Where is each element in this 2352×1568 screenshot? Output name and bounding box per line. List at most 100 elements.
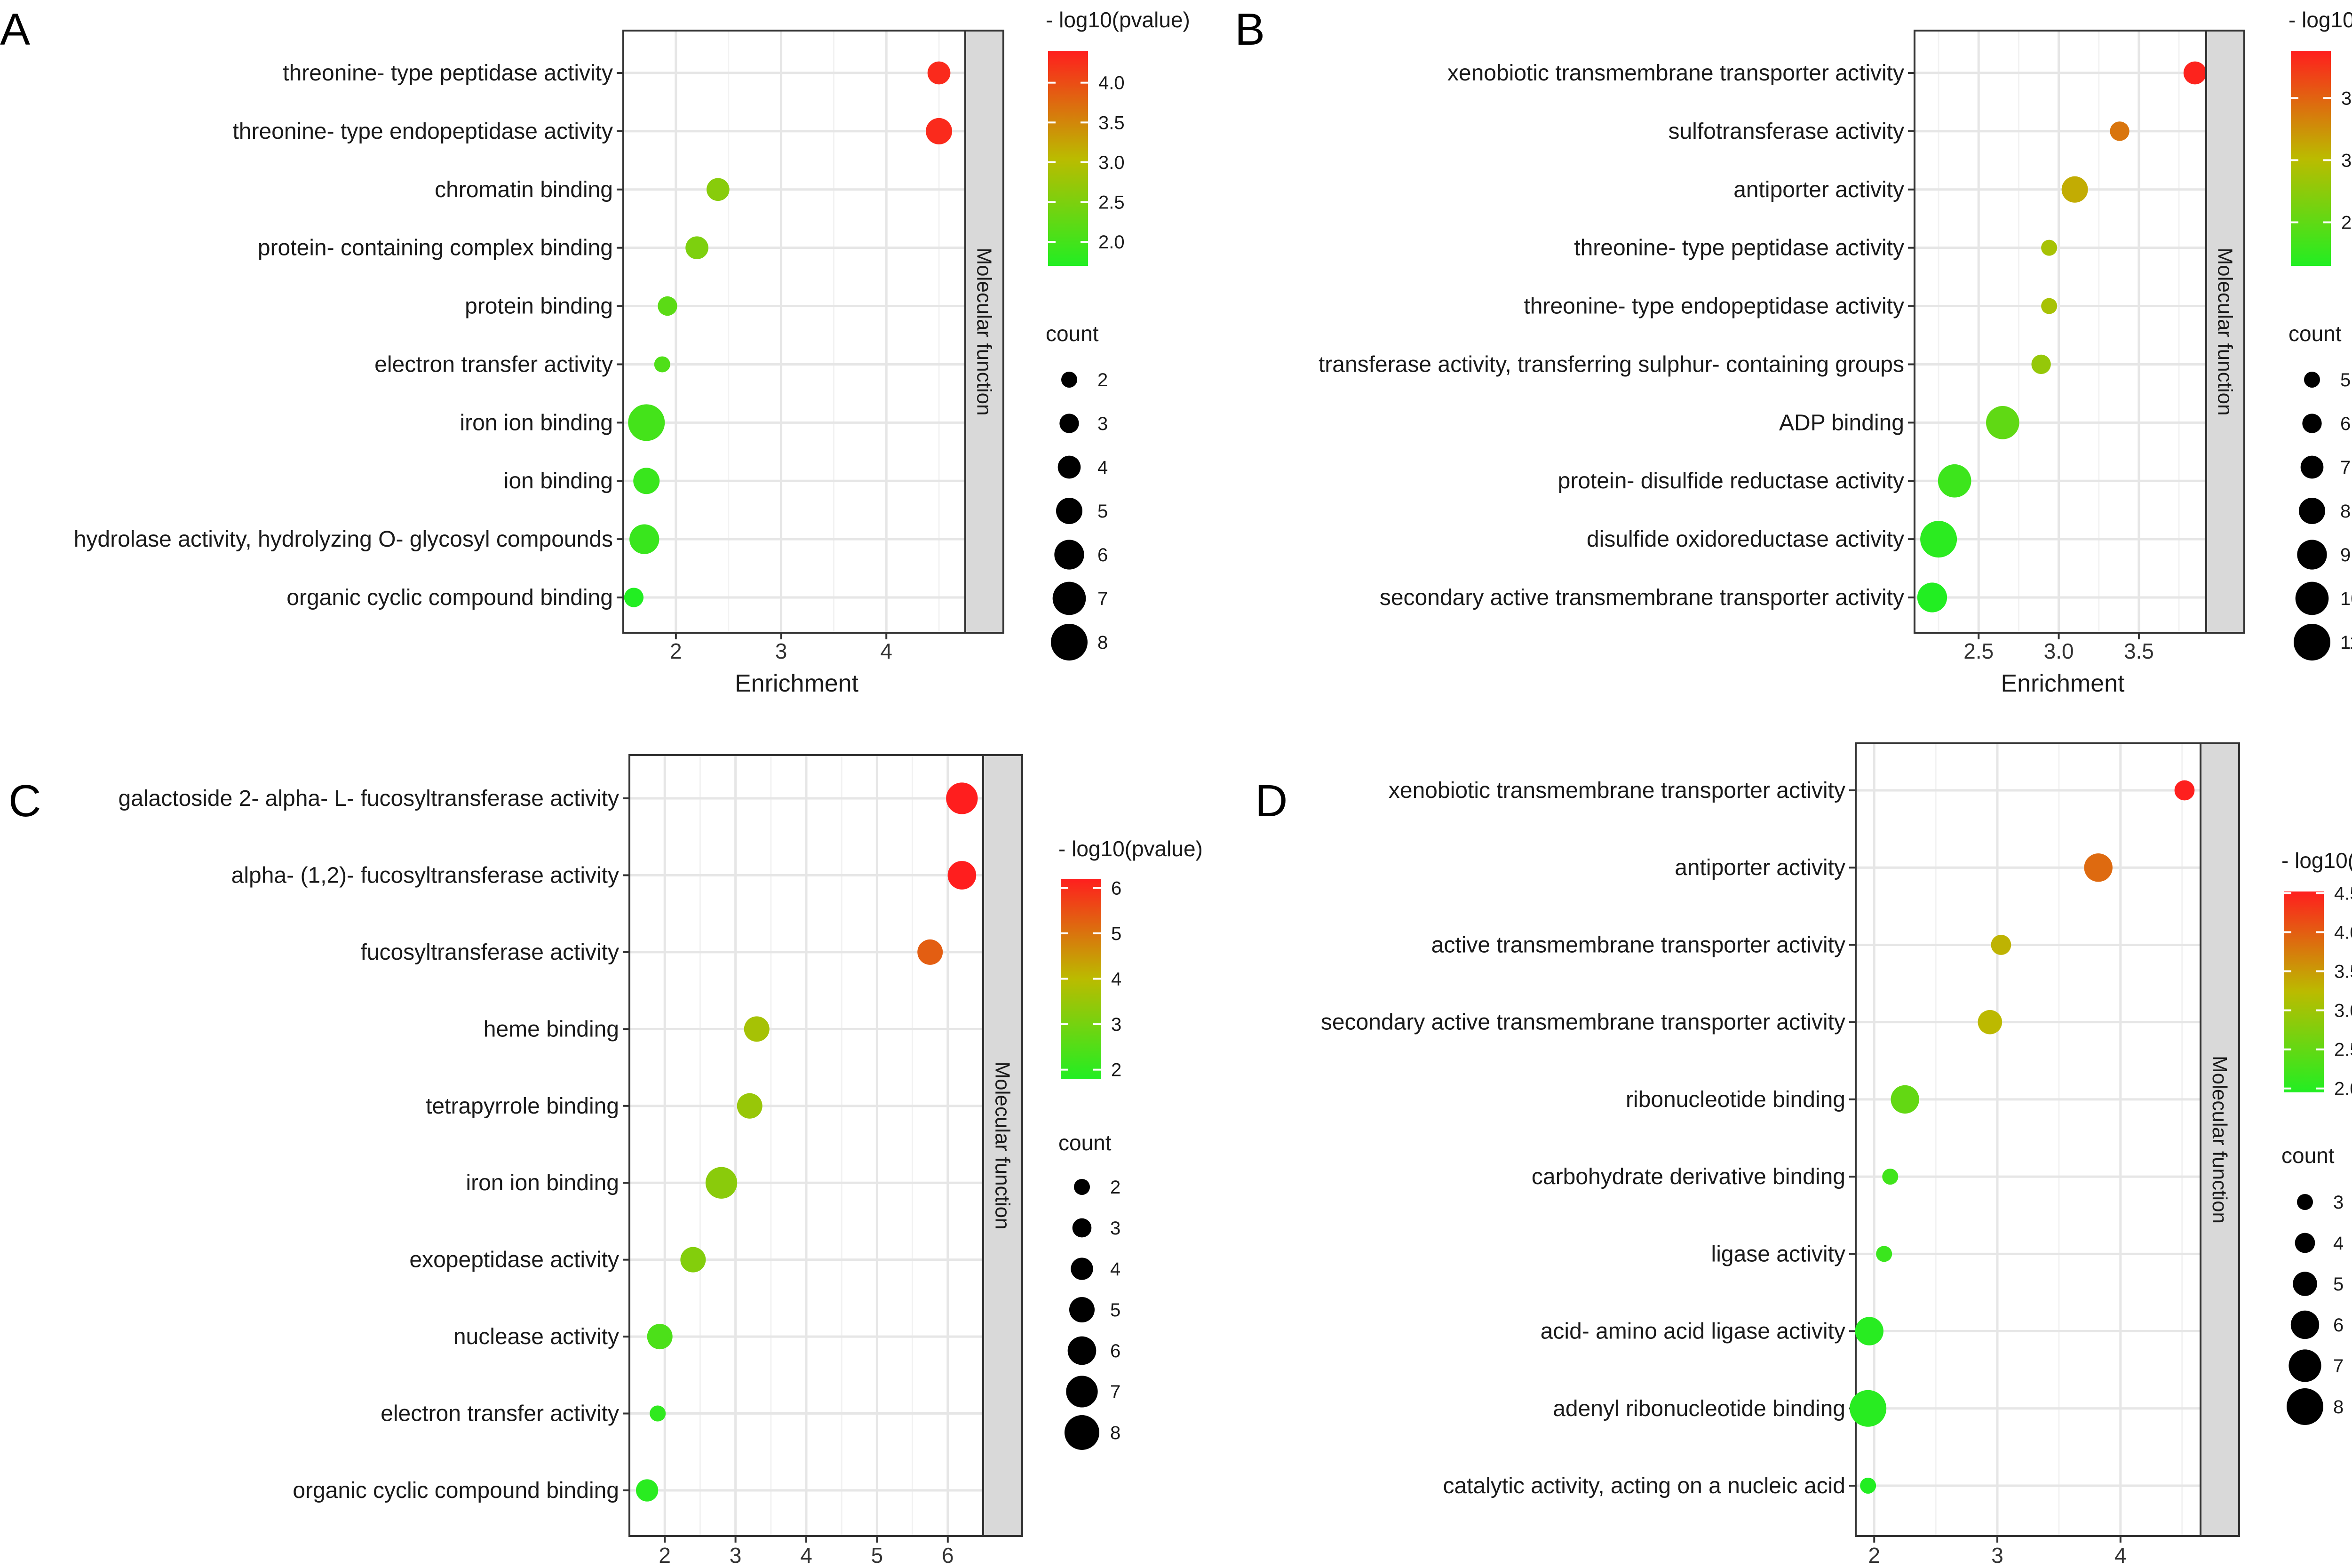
colorbar (2291, 51, 2331, 266)
y-tick-label: electron transfer activity (381, 1401, 619, 1426)
y-tick-label: threonine- type peptidase activity (1574, 236, 1904, 261)
y-axis: galactoside 2- alpha- L- fucosyltransfer… (118, 786, 629, 1503)
size-legend-label: 6 (2340, 414, 2351, 434)
size-legend-key (1061, 372, 1077, 388)
x-tick-label: 3 (1991, 1543, 2003, 1568)
facet-strip-box (2200, 742, 2240, 1537)
color-legend-title: - log10(pvalue) (1058, 836, 1203, 861)
data-point (685, 236, 708, 259)
facet-strip-box (982, 754, 1023, 1537)
facet-strip-label: Molecular function (2214, 247, 2237, 415)
y-tick-label: threonine- type endopeptidase activity (1524, 294, 1904, 319)
plot-panel (1914, 30, 2207, 634)
colorbar-tick-label: 3.5 (1098, 112, 1125, 133)
color-legend: - log10(pvalue) 2.5 3.0 3.5 (2288, 8, 2352, 266)
data-point (629, 524, 660, 554)
data-point (1860, 1478, 1876, 1494)
x-axis: 2.5 3.0 3.5 Enrichment (1963, 633, 2154, 697)
facet-strip-label: Molecular function (973, 247, 996, 415)
y-tick-label: acid- amino acid ligase activity (1541, 1319, 1845, 1344)
y-tick-label: protein- containing complex binding (258, 236, 613, 261)
size-legend-label: 6 (1097, 545, 1108, 565)
size-legend-label: 8 (2340, 501, 2351, 522)
size-legend-key (2297, 540, 2327, 570)
size-legend-label: 7 (1110, 1382, 1120, 1402)
plot-panel (622, 30, 966, 634)
data-point (2183, 61, 2207, 85)
size-legend-label: 8 (1110, 1423, 1120, 1443)
colorbar-tick-label: 3 (1111, 1014, 1121, 1035)
size-legend-label: 8 (1097, 632, 1108, 653)
colorbar-tick-label: 2.5 (1098, 192, 1125, 213)
y-tick-label: active transmembrane transporter activit… (1431, 932, 1845, 957)
y-tick-label: protein binding (465, 294, 613, 319)
y-tick-label: sulfotransferase activity (1668, 119, 1904, 144)
y-tick-label: ribonucleotide binding (1626, 1087, 1845, 1112)
size-legend-key (1072, 1218, 1092, 1238)
y-tick-label: organic cyclic compound binding (286, 585, 613, 610)
facet-strip-box (2205, 30, 2245, 634)
data-point (1850, 1390, 1887, 1427)
size-legend-label: 5 (2333, 1274, 2344, 1295)
x-axis: 2 3 4 (1868, 1536, 2127, 1568)
y-tick-label: nuclease activity (453, 1324, 619, 1349)
facet-strip-label: Molecular function (2208, 1056, 2231, 1224)
y-tick-label: xenobiotic transmembrane transporter act… (1447, 61, 1904, 86)
data-point (650, 1405, 666, 1422)
size-legend-label: 9 (2340, 545, 2351, 565)
color-legend-title: - log10(pvalue) (2288, 8, 2352, 32)
size-legend-label: 7 (2333, 1356, 2344, 1377)
size-legend-label: 11 (2340, 632, 2352, 653)
panel-letter: B (1235, 4, 1265, 55)
size-legend-label: 3 (1110, 1218, 1120, 1239)
data-point (917, 939, 943, 965)
colorbar (1048, 51, 1088, 266)
colorbar-tick-label: 4 (1111, 969, 1121, 990)
data-point (926, 118, 953, 144)
colorbar-tick-label: 4.0 (1098, 73, 1125, 94)
size-legend-key (1066, 1376, 1098, 1408)
size-legend-key (1074, 1179, 1090, 1195)
data-point (628, 404, 665, 441)
colorbar-tick-label: 3.5 (2334, 961, 2352, 982)
size-legend-label: 4 (2333, 1233, 2344, 1254)
size-legend-key (1071, 1258, 1093, 1280)
colorbar-tick-label: 6 (1111, 878, 1121, 899)
x-tick-label: 2 (659, 1543, 671, 1568)
colorbar-tick-label: 4.5 (2334, 883, 2352, 904)
colorbar-tick-label: 2.0 (2334, 1079, 2352, 1099)
y-tick-label: threonine- type endopeptidase activity (232, 119, 613, 144)
y-tick-label: secondary active transmembrane transport… (1321, 1010, 1845, 1035)
data-point (737, 1093, 763, 1119)
size-legend-key (1052, 581, 1086, 615)
facet-strip-box (964, 30, 1004, 634)
y-tick-label: chromatin binding (435, 177, 613, 202)
size-legend-key (1056, 498, 1082, 524)
size-legend-label: 6 (2333, 1315, 2344, 1336)
size-legend-label: 7 (2340, 457, 2351, 478)
size-legend-key (2300, 455, 2324, 479)
data-point (1978, 1010, 2002, 1035)
size-legend-key (2288, 1349, 2321, 1382)
colorbar-tick-label: 2 (1111, 1060, 1121, 1081)
size-legend-label: 4 (1110, 1259, 1120, 1280)
gridlines (622, 32, 964, 632)
points (636, 782, 978, 1502)
y-tick-label: galactoside 2- alpha- L- fucosyltransfer… (118, 786, 619, 811)
colorbar-tick-label: 3.5 (2341, 88, 2352, 109)
x-tick-label: 2 (670, 639, 682, 663)
size-legend-key (1051, 624, 1088, 661)
size-legend-label: 10 (2340, 589, 2352, 609)
size-legend-title: count (2281, 1143, 2335, 1168)
size-legend-key (2297, 1194, 2313, 1210)
y-tick-label: carbohydrate derivative binding (1532, 1164, 1845, 1189)
size-legend-title: count (2288, 321, 2342, 346)
data-point (1882, 1169, 1899, 1185)
size-legend-label: 5 (1110, 1300, 1120, 1321)
colorbar-tick-label: 4.0 (2334, 922, 2352, 943)
data-point (2041, 239, 2058, 256)
y-tick-label: iron ion binding (466, 1170, 619, 1195)
